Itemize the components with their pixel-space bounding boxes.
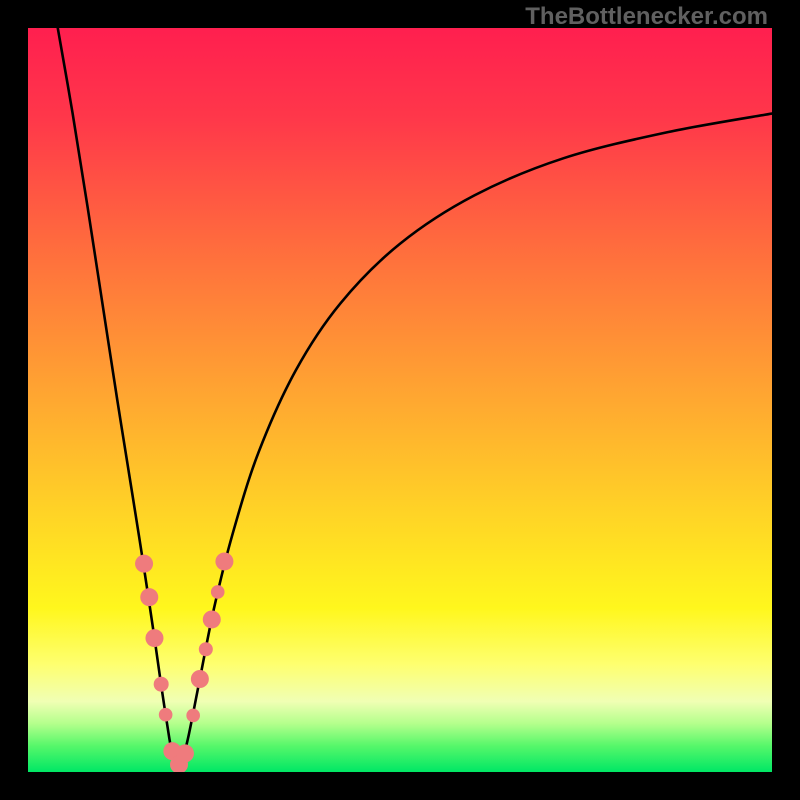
data-point-marker [140, 588, 158, 606]
data-point-marker [135, 555, 153, 573]
data-point-marker [176, 744, 194, 762]
data-point-markers [135, 552, 233, 772]
data-point-marker [159, 708, 173, 722]
data-point-marker [191, 670, 209, 688]
watermark-text: TheBottlenecker.com [525, 3, 768, 31]
data-point-marker [215, 552, 233, 570]
data-point-marker [154, 677, 169, 692]
data-point-marker [199, 642, 213, 656]
curve-layer [28, 28, 772, 772]
plot-area [28, 28, 772, 772]
data-point-marker [211, 585, 225, 599]
data-point-marker [186, 709, 200, 723]
data-point-marker [203, 610, 221, 628]
bottleneck-curve [58, 28, 772, 767]
data-point-marker [145, 629, 163, 647]
